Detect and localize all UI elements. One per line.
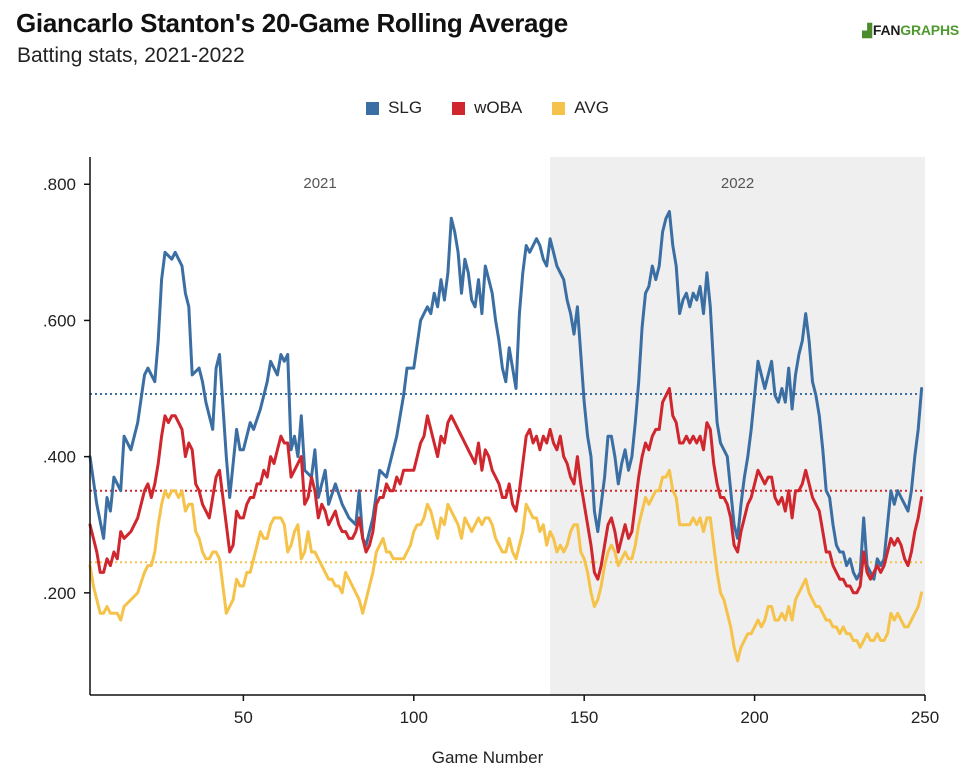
legend-swatch-woba xyxy=(452,101,466,115)
x-tick-label: 200 xyxy=(740,708,768,727)
legend-label: AVG xyxy=(574,98,609,117)
legend-swatch-slg xyxy=(366,101,380,115)
season-label-2022: 2022 xyxy=(721,175,754,192)
legend-label: wOBA xyxy=(474,98,523,117)
legend-item-slg: SLG xyxy=(366,98,422,118)
series-line-slg xyxy=(88,210,924,581)
legend-label: SLG xyxy=(388,98,423,117)
season-label-2021: 2021 xyxy=(303,175,336,192)
fangraphs-logo-icon: ▟ xyxy=(862,23,872,38)
x-tick-label: 250 xyxy=(911,708,939,727)
legend-item-woba: wOBA xyxy=(452,98,522,118)
series-line-woba xyxy=(88,387,924,595)
legend-swatch-avg xyxy=(552,101,566,115)
y-tick-label: .400 xyxy=(43,448,76,467)
y-tick-label: .800 xyxy=(43,175,76,194)
x-tick-label: 50 xyxy=(234,708,253,727)
y-tick-label: .600 xyxy=(43,311,76,330)
brand-fan: FAN xyxy=(872,22,901,38)
x-tick-label: 100 xyxy=(400,708,428,727)
season-region-2022 xyxy=(550,157,925,695)
fangraphs-logo: ▟FANGRAPHS xyxy=(862,22,959,39)
legend-item-avg: AVG xyxy=(552,98,609,118)
chart-subtitle: Batting stats, 2021-2022 xyxy=(17,44,245,67)
legend: SLG wOBA AVG xyxy=(0,98,975,118)
x-tick-label: 150 xyxy=(570,708,598,727)
brand-graphs: GRAPHS xyxy=(900,22,959,38)
y-tick-label: .200 xyxy=(43,584,76,603)
series-line-avg xyxy=(88,468,924,663)
x-axis-label: Game Number xyxy=(431,748,544,767)
chart-title: Giancarlo Stanton's 20-Game Rolling Aver… xyxy=(16,8,568,38)
